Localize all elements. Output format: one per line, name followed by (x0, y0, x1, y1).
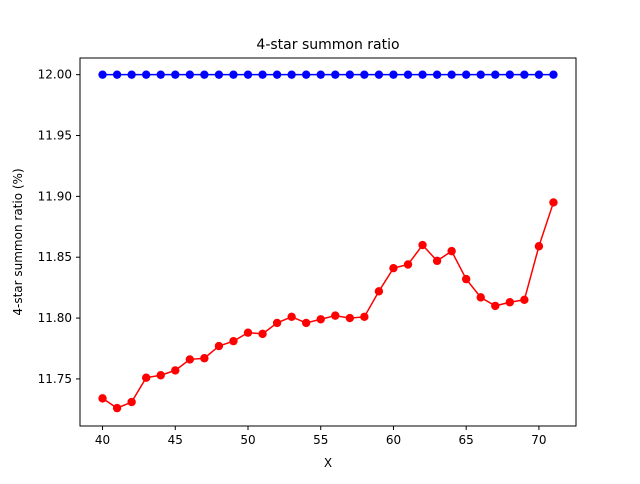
series-1-point (229, 70, 238, 79)
series-2-point (272, 318, 282, 328)
series-1-point (156, 70, 165, 79)
series-1-point (171, 70, 180, 79)
series-2-point (461, 274, 471, 284)
series-1-point (491, 70, 500, 79)
x-tick-label: 70 (531, 433, 546, 447)
series-1-point (301, 70, 311, 79)
series-2-point (127, 397, 136, 407)
x-tick-label: 65 (459, 433, 474, 447)
series-1-point (520, 70, 529, 79)
series-2-point (98, 394, 107, 403)
axes-frame (79, 57, 577, 427)
series-2-point (389, 263, 398, 273)
series-1-point (258, 70, 267, 79)
series-1-point (505, 70, 515, 79)
series-1-point (432, 70, 442, 79)
series-1-point (214, 70, 224, 79)
series-2-point (331, 311, 340, 320)
chart-title: 4-star summon ratio (256, 37, 399, 53)
series-2-point (476, 293, 485, 302)
series-1-point (141, 70, 151, 79)
series-1-point (98, 70, 107, 79)
series-2-point (403, 260, 413, 269)
y-tick-label: 11.90 (38, 189, 72, 203)
series-1-point (418, 70, 427, 79)
series-1-point (185, 70, 195, 79)
series-1-point (389, 70, 398, 79)
series-2-point (345, 313, 355, 323)
series-2-point (185, 355, 195, 364)
y-tick-label: 11.80 (38, 311, 72, 325)
x-tick-label: 45 (168, 433, 183, 447)
series-2-point (316, 315, 325, 324)
series-2-point (229, 336, 238, 346)
series-2-point (200, 354, 209, 363)
series-1-point (272, 70, 282, 79)
series-1-point (476, 70, 485, 79)
y-axis-label: 4-star summon ratio (%) (11, 168, 25, 315)
y-tick-label: 11.85 (38, 250, 72, 264)
series-2-point (243, 328, 253, 337)
series-2-point (301, 318, 311, 328)
series-2-point (432, 256, 442, 266)
series-2-point (287, 312, 296, 322)
y-tick-label: 11.95 (38, 129, 72, 143)
series-2-point (520, 295, 529, 304)
series-1-point (403, 70, 413, 79)
x-tick-label: 50 (240, 433, 255, 447)
series-1-point (287, 70, 296, 79)
x-tick-label: 40 (95, 433, 110, 447)
series-2-point (171, 366, 180, 375)
y-tick-label: 12.00 (38, 68, 72, 82)
series-2-point (360, 312, 369, 322)
series-1-point (549, 70, 558, 79)
series-1-point (534, 70, 544, 79)
x-axis-label: X (324, 456, 332, 470)
series-1-point (127, 70, 136, 79)
series-2-point (549, 198, 558, 207)
series-1-point (360, 70, 369, 79)
series-2-point (374, 287, 384, 296)
series-1-point (447, 70, 456, 79)
series-2-point (112, 403, 122, 413)
plot-area (98, 70, 558, 413)
y-axis: 11.75 11.80 11.85 11.90 11.95 12.00 (38, 68, 80, 386)
series-2-point (491, 301, 500, 311)
series-2-point (534, 242, 544, 251)
series-2-point (447, 246, 456, 256)
series-2-point (418, 240, 427, 250)
series-2-point (505, 298, 515, 307)
x-tick-label: 55 (313, 433, 328, 447)
y-tick-label: 11.75 (38, 372, 72, 386)
series-2-point (214, 341, 224, 351)
series-1-point (345, 70, 355, 79)
series-1-point (112, 70, 122, 79)
series-2-line (102, 202, 555, 409)
series-1-point (331, 70, 340, 79)
series-1-point (243, 70, 253, 79)
x-axis: 40 45 50 55 60 65 70 (95, 426, 547, 447)
series-2-point (156, 371, 165, 380)
series-2-point (141, 373, 151, 382)
series-1-point (316, 70, 325, 79)
series-1-point (200, 70, 209, 79)
series-1-point (461, 70, 471, 79)
series-2-point (258, 329, 267, 339)
series-1-point (374, 70, 384, 79)
x-tick-label: 60 (386, 433, 401, 447)
